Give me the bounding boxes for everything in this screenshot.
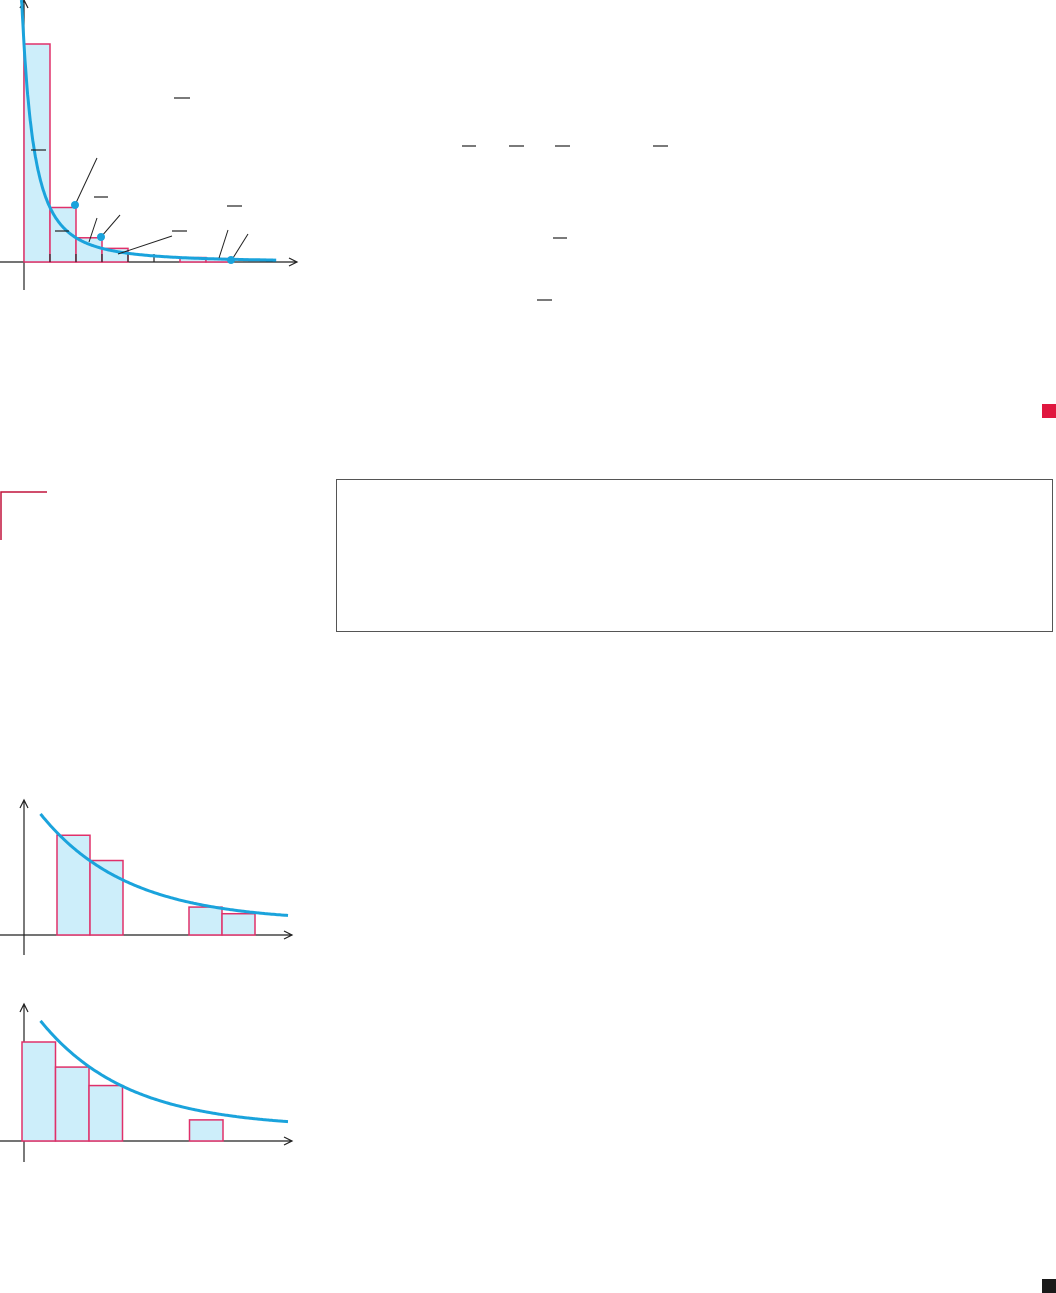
rectangle-bar: [23, 43, 51, 263]
equation-fraction-bars: [462, 145, 668, 301]
curve: [39, 812, 289, 917]
leader-line: [100, 214, 121, 238]
rectangle-bar: [21, 1041, 57, 1142]
leader-line: [74, 157, 98, 206]
x-axis-arrow: [283, 930, 294, 940]
rectangle-bar: [56, 834, 91, 936]
figure-2: [0, 798, 294, 955]
rectangle-bar: [221, 912, 256, 936]
theorem-box: [336, 479, 1053, 632]
x-axis-arrow: [283, 1136, 294, 1146]
figure-3: [0, 1002, 294, 1162]
curve: [39, 1019, 289, 1124]
leader-line: [232, 233, 249, 259]
margin-bracket: [0, 491, 47, 540]
rectangle-bar: [54, 1066, 90, 1142]
y-axis-arrow: [19, 1002, 29, 1013]
rectangle-bar: [88, 1084, 124, 1142]
curve-point: [71, 201, 79, 209]
curve-point: [227, 256, 235, 264]
curve-point: [97, 233, 105, 241]
leader-line: [117, 235, 173, 255]
rectangle-bar: [188, 906, 223, 936]
figure-1: [0, 0, 299, 290]
end-of-proof-marker: [1042, 1279, 1056, 1293]
x-axis-arrow: [288, 257, 299, 267]
rectangle-bar: [188, 1119, 224, 1142]
leader-line: [218, 229, 229, 259]
y-axis-arrow: [19, 798, 29, 809]
leader-line: [88, 217, 98, 243]
end-of-example-marker: [1042, 404, 1056, 418]
